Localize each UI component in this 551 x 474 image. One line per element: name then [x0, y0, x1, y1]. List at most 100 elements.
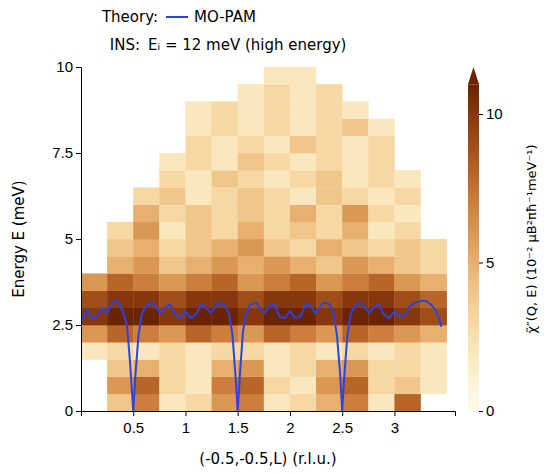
x-tick: 0.5	[123, 411, 144, 436]
heatmap-cell	[394, 325, 420, 343]
heatmap-cell	[159, 222, 185, 240]
heatmap-cell	[316, 239, 342, 257]
heatmap-cell	[290, 101, 316, 119]
heatmap-cell	[185, 239, 211, 257]
y-tick: 2.5	[52, 316, 81, 333]
heatmap-cell	[238, 101, 264, 119]
heatmap-cell	[368, 291, 394, 309]
heatmap-cell	[212, 205, 238, 223]
heatmap-cell	[185, 256, 211, 274]
colorbar-tick-mark	[479, 114, 483, 115]
colorbar: 0510χ̃″(Q, E) (10⁻² μB²πħ⁻¹meV⁻¹)	[468, 67, 539, 419]
heatmap-cell	[159, 273, 185, 291]
heatmap-cell	[394, 222, 420, 240]
heatmap-cell	[316, 377, 342, 395]
heatmap-cell	[316, 205, 342, 223]
heatmap-cell	[133, 394, 159, 411]
heatmap-cell	[107, 239, 133, 257]
colorbar-axis-line	[480, 85, 484, 412]
colorbar-axis: 0510	[479, 85, 503, 420]
heatmap-cell	[264, 153, 290, 171]
heatmap-cell	[368, 239, 394, 257]
heatmap-cell	[290, 359, 316, 377]
heatmap-cell	[264, 377, 290, 395]
x-tick-label: 2.5	[332, 419, 353, 436]
heatmap-cell	[368, 273, 394, 291]
heatmap-cell	[316, 273, 342, 291]
heatmap-cell	[394, 170, 420, 188]
heatmap-cell	[342, 273, 368, 291]
heatmap-cell	[212, 377, 238, 395]
x-tick-label: 1.5	[228, 419, 249, 436]
heatmap-cell	[394, 359, 420, 377]
colorbar-tick-mark	[479, 263, 483, 264]
heatmap-cell	[394, 342, 420, 360]
heatmap-cell	[342, 170, 368, 188]
heatmap-cell	[238, 222, 264, 240]
heatmap-cell	[316, 170, 342, 188]
heatmap-cell	[342, 119, 368, 137]
heatmap-cell	[394, 239, 420, 257]
heatmap-cell	[107, 273, 133, 291]
heatmap-cell	[316, 153, 342, 171]
heatmap-cell	[238, 187, 264, 205]
heatmap-cell	[264, 187, 290, 205]
heatmap-cell	[264, 359, 290, 377]
heatmap-cell	[159, 359, 185, 377]
heatmap-cell	[264, 84, 290, 102]
heatmap-cell	[159, 205, 185, 223]
heatmap-cell	[185, 394, 211, 411]
heatmap-cell	[290, 187, 316, 205]
heatmap-cell	[421, 377, 447, 395]
y-tick-mark	[76, 67, 81, 68]
y-tick-label: 2.5	[52, 316, 73, 333]
heatmap-cell	[238, 84, 264, 102]
heatmap-cell	[290, 84, 316, 102]
heatmap-cell	[394, 205, 420, 223]
heatmap-cell	[107, 222, 133, 240]
x-tick-label: 3	[391, 419, 399, 436]
heatmap-cell	[133, 222, 159, 240]
heatmap-cell	[133, 377, 159, 395]
heatmap-cell	[238, 153, 264, 171]
heatmap-cell	[290, 239, 316, 257]
heatmap-cell	[316, 136, 342, 154]
heatmap-cell	[133, 239, 159, 257]
heatmap-cell	[264, 101, 290, 119]
heatmap-cell	[212, 153, 238, 171]
heatmap-cell	[264, 222, 290, 240]
heatmap-cell	[159, 325, 185, 343]
heatmap-cell	[368, 342, 394, 360]
y-tick-label: 0	[65, 402, 73, 419]
y-tick-mark	[76, 325, 81, 326]
heatmap-cell	[264, 205, 290, 223]
heatmap-cell	[368, 256, 394, 274]
colorbar-tick-mark	[479, 411, 483, 412]
heatmap-cell	[159, 394, 185, 411]
heatmap-cell	[185, 273, 211, 291]
heatmap-cell	[264, 273, 290, 291]
annotation: Theory:	[101, 8, 158, 26]
heatmap-cell	[264, 239, 290, 257]
heatmap-cell	[394, 377, 420, 395]
heatmap-cell	[421, 325, 447, 343]
heatmap-cell	[264, 256, 290, 274]
heatmap-cell	[290, 67, 316, 85]
colorbar-extend	[468, 67, 479, 84]
x-tick-mark	[133, 411, 134, 416]
heatmap-cell	[133, 273, 159, 291]
heatmap-cell	[421, 256, 447, 274]
heatmap-cell	[368, 377, 394, 395]
heatmap-cell	[159, 342, 185, 360]
colorbar-tick-label: 5	[486, 254, 494, 271]
heatmap-cell	[368, 205, 394, 223]
heatmap-cell	[133, 308, 159, 326]
heatmap-cell	[316, 119, 342, 137]
legend: Theory:MO-PAM	[101, 8, 256, 26]
y-tick-label: 10	[56, 58, 73, 75]
heatmap-cell	[394, 273, 420, 291]
heatmap-cell	[421, 342, 447, 360]
heatmap-cell	[342, 222, 368, 240]
heatmap-cell	[264, 394, 290, 411]
heatmap-cell	[107, 377, 133, 395]
